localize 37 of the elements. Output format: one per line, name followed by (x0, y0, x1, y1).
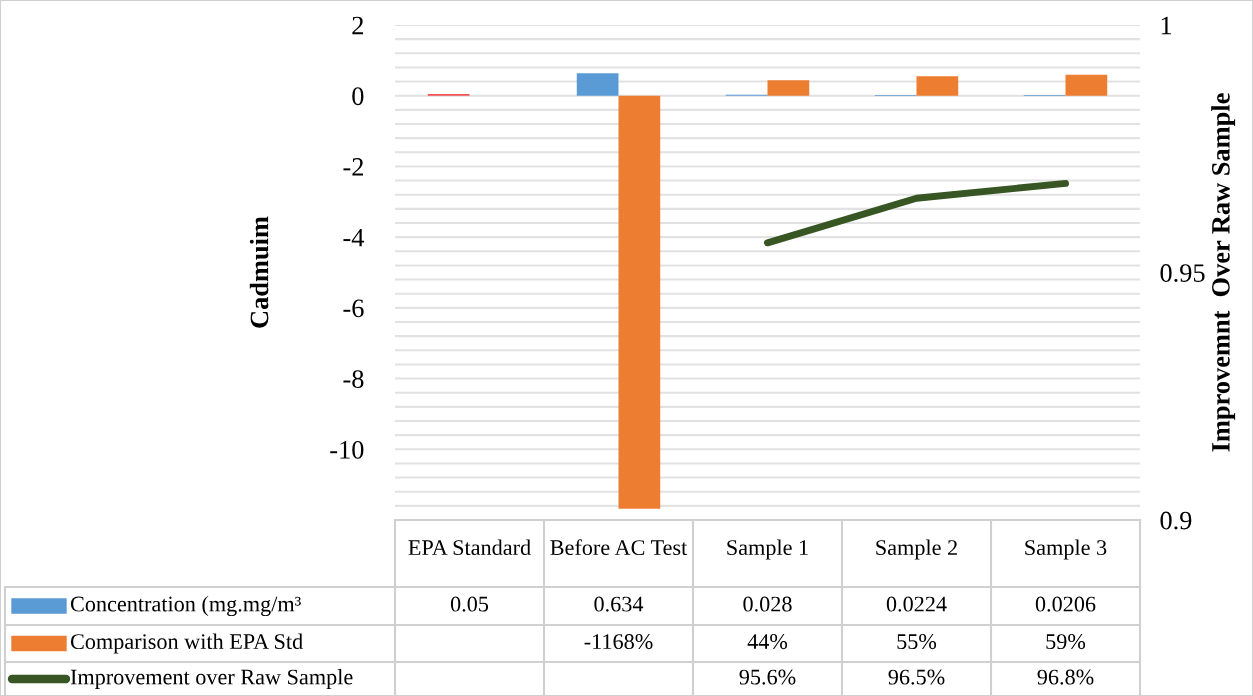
data-label: 96.8% (1037, 669, 1094, 685)
data-label: 0.028 (743, 596, 792, 612)
bar (1065, 74, 1108, 96)
x-tick-label: EPA Standard (408, 539, 531, 556)
y-tick-label: -2 (343, 158, 363, 176)
x-tick-label: Sample 2 (876, 539, 957, 560)
x-tick-label: Sample 1 (727, 539, 808, 560)
data-label: 0.05 (450, 596, 489, 612)
data-label: 0.634 (594, 596, 644, 612)
data-label: 0.0224 (886, 596, 947, 612)
data-label: 59% (1046, 634, 1086, 650)
y-axis-title: Cadmuim (249, 216, 269, 328)
y2-tick-label: 0.95 (1160, 264, 1205, 283)
bar (618, 95, 661, 509)
x-tick-label: Before AC Test (550, 539, 688, 556)
bar (767, 80, 810, 96)
y2-tick-label: 0.9 (1160, 511, 1192, 530)
data-label: 95.6% (739, 669, 796, 685)
bar (576, 73, 619, 96)
y-tick-label: -10 (330, 440, 364, 459)
y-tick-label: -8 (343, 370, 364, 388)
y-tick-label: -6 (343, 299, 364, 318)
data-label: 0.0206 (1035, 596, 1096, 612)
y-tick-label: 0 (352, 87, 364, 106)
y2-axis-title: Improvemnt Over Raw Sample (1211, 93, 1236, 452)
data-label: 44% (747, 634, 788, 650)
data-label: 55% (897, 634, 937, 650)
y-tick-label: 2 (352, 16, 363, 35)
legend-label: Comparison with EPA Std (70, 633, 303, 654)
y2-tick-label: 1 (1161, 16, 1172, 35)
legend-label: Improvement over Raw Sample (70, 668, 353, 690)
y-tick-label: -4 (343, 228, 365, 247)
x-tick-label: Sample 3 (1025, 539, 1107, 560)
data-label: -1168% (584, 634, 653, 650)
bar (916, 76, 959, 96)
data-label: 96.5% (888, 669, 945, 685)
legend-label: Concentration (mg.mg/m³ (70, 595, 301, 617)
